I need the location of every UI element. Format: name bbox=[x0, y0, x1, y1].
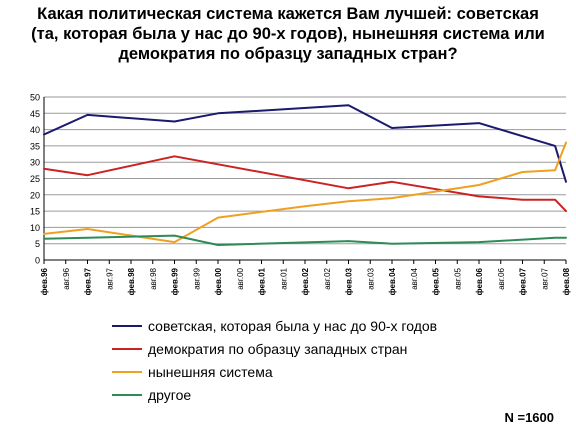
x-tick-label: авг.96 bbox=[62, 267, 71, 289]
y-tick-label: 10 bbox=[30, 223, 40, 233]
legend-label-western-democracy: демократия по образцу западных стран bbox=[148, 341, 408, 357]
x-tick-label: авг.06 bbox=[497, 267, 506, 289]
legend-swatch-soviet bbox=[112, 325, 142, 327]
x-tick-label: авг.05 bbox=[453, 267, 462, 289]
x-tick-label: фев.98 bbox=[127, 267, 136, 295]
x-tick-label: фев.02 bbox=[301, 267, 310, 295]
x-tick-label: авг.04 bbox=[410, 267, 419, 289]
x-tick-label: фев.08 bbox=[562, 267, 571, 295]
chart-title: Какая политическая система кажется Вам л… bbox=[0, 4, 576, 64]
chart-title-line-2: (та, которая была у нас до 90-х годов), … bbox=[31, 25, 545, 43]
x-tick-label: фев.96 bbox=[40, 267, 49, 295]
x-tick-label: авг.02 bbox=[323, 267, 332, 289]
axes: 0 5 10 15 20 25 30 35 40 45 50 фев.96 авг.96 фев.97 ав… bbox=[30, 93, 571, 296]
x-tick-label: авг.97 bbox=[105, 267, 114, 289]
y-tick-label: 25 bbox=[30, 174, 40, 184]
x-tick-label: фев.97 bbox=[84, 267, 93, 295]
y-tick-label: 45 bbox=[30, 109, 40, 119]
x-tick-label: авг.98 bbox=[149, 267, 158, 289]
x-tick-label: авг.03 bbox=[366, 267, 375, 289]
y-tick-label: 5 bbox=[35, 239, 40, 249]
legend-label-soviet: советская, которая была у нас до 90-х го… bbox=[148, 318, 438, 334]
x-tick-label: авг.01 bbox=[279, 267, 288, 289]
sample-size-note: N =1600 bbox=[504, 410, 554, 425]
x-tick-label: фев.01 bbox=[258, 267, 267, 295]
chart-title-line-1: Какая политическая система кажется Вам л… bbox=[37, 5, 539, 23]
y-tick-label: 40 bbox=[30, 125, 40, 135]
y-tick-label: 20 bbox=[30, 190, 40, 200]
x-tick-label: фев.00 bbox=[214, 267, 223, 295]
legend-label-current-system: нынешняя система bbox=[148, 364, 273, 380]
x-tick-label: фев.99 bbox=[171, 267, 180, 295]
series-line-western-democracy bbox=[43, 155, 567, 213]
y-tick-label: 30 bbox=[30, 158, 40, 168]
x-tick-label: фев.03 bbox=[345, 267, 354, 295]
x-tick-label: фев.06 bbox=[475, 267, 484, 295]
y-tick-label: 35 bbox=[30, 141, 40, 151]
x-tick-label: авг.00 bbox=[236, 267, 245, 289]
series-line-other bbox=[43, 234, 567, 246]
x-tick-label: фев.05 bbox=[432, 267, 441, 295]
x-tick-label: фев.07 bbox=[519, 267, 528, 295]
legend-swatch-other bbox=[112, 394, 142, 396]
legend-label-other: другое bbox=[148, 387, 192, 403]
x-tick-label: авг.99 bbox=[192, 267, 201, 289]
y-tick-label: 15 bbox=[30, 207, 40, 217]
y-tick-label: 50 bbox=[30, 93, 40, 103]
series-line-soviet bbox=[43, 104, 567, 183]
y-tick-label: 0 bbox=[35, 256, 40, 266]
grid bbox=[44, 96, 566, 261]
series-lines bbox=[43, 104, 567, 246]
x-tick-label: фев.04 bbox=[388, 267, 397, 295]
x-tick-label: авг.07 bbox=[540, 267, 549, 289]
series-line-current-system bbox=[43, 141, 567, 244]
legend-swatch-western-democracy bbox=[112, 348, 142, 350]
chart-title-line-3: демократия по образцу западных стран? bbox=[118, 45, 458, 63]
legend-swatch-current-system bbox=[112, 371, 142, 373]
